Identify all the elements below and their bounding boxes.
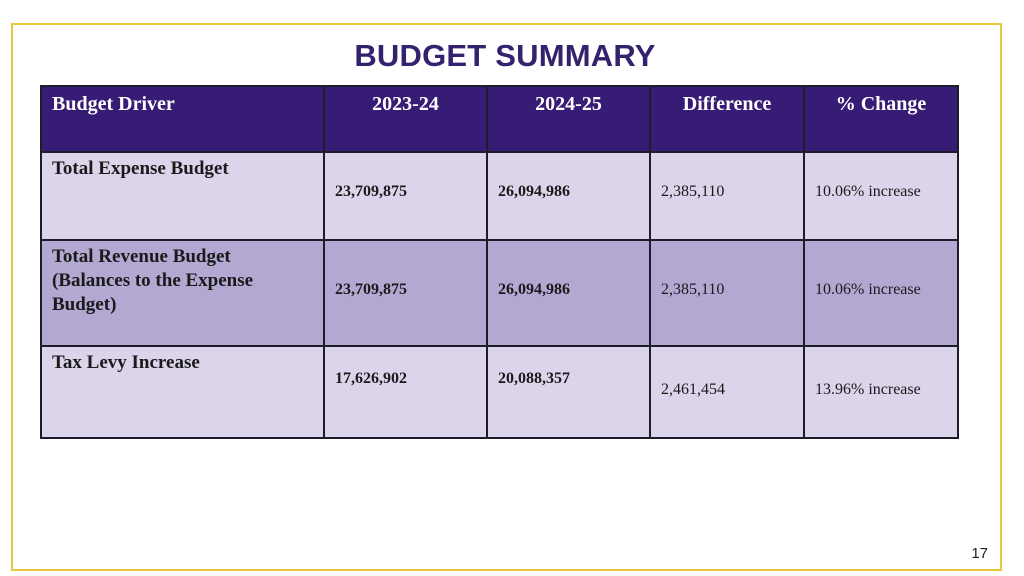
row-cell-2023: 23,709,875 bbox=[323, 151, 488, 241]
header-2024-25: 2024-25 bbox=[486, 85, 651, 153]
table-row: Tax Levy Increase 17,626,902 20,088,357 … bbox=[40, 345, 959, 439]
row-cell-2024: 26,094,986 bbox=[486, 239, 651, 347]
budget-table: Budget Driver 2023-24 2024-25 Difference… bbox=[40, 85, 959, 439]
value-2023: 23,709,875 bbox=[335, 281, 407, 298]
table-row: Total Revenue Budget (Balances to the Ex… bbox=[40, 239, 959, 347]
row-cell-2024: 20,088,357 bbox=[486, 345, 651, 439]
table-row: Total Expense Budget 23,709,875 26,094,9… bbox=[40, 151, 959, 241]
row-cell-change: 10.06% increase bbox=[803, 151, 959, 241]
table-header-row: Budget Driver 2023-24 2024-25 Difference… bbox=[40, 85, 959, 153]
value-2023: 17,626,902 bbox=[335, 370, 407, 387]
value-2024: 26,094,986 bbox=[498, 183, 570, 200]
header-percent-change: % Change bbox=[803, 85, 959, 153]
row-cell-difference: 2,385,110 bbox=[649, 151, 805, 241]
value-change: 10.06% increase bbox=[815, 183, 921, 200]
value-difference: 2,385,110 bbox=[661, 281, 725, 298]
value-2023: 23,709,875 bbox=[335, 183, 407, 200]
value-difference: 2,461,454 bbox=[661, 381, 725, 398]
slide-title: BUDGET SUMMARY bbox=[354, 38, 656, 73]
row-driver: Tax Levy Increase bbox=[40, 345, 325, 439]
row-cell-2023: 17,626,902 bbox=[323, 345, 488, 439]
row-driver: Total Expense Budget bbox=[40, 151, 325, 241]
page-number: 17 bbox=[971, 545, 988, 562]
row-cell-change: 10.06% increase bbox=[803, 239, 959, 347]
row-cell-difference: 2,385,110 bbox=[649, 239, 805, 347]
value-2024: 20,088,357 bbox=[498, 370, 570, 387]
value-change: 10.06% increase bbox=[815, 281, 921, 298]
header-2023-24: 2023-24 bbox=[323, 85, 488, 153]
row-driver: Total Revenue Budget (Balances to the Ex… bbox=[40, 239, 325, 347]
row-cell-2023: 23,709,875 bbox=[323, 239, 488, 347]
value-change: 13.96% increase bbox=[815, 381, 921, 398]
row-cell-difference: 2,461,454 bbox=[649, 345, 805, 439]
header-difference: Difference bbox=[649, 85, 805, 153]
row-cell-2024: 26,094,986 bbox=[486, 151, 651, 241]
value-difference: 2,385,110 bbox=[661, 183, 725, 200]
value-2024: 26,094,986 bbox=[498, 281, 570, 298]
row-cell-change: 13.96% increase bbox=[803, 345, 959, 439]
header-budget-driver: Budget Driver bbox=[40, 85, 325, 153]
slide-frame bbox=[11, 23, 1002, 571]
